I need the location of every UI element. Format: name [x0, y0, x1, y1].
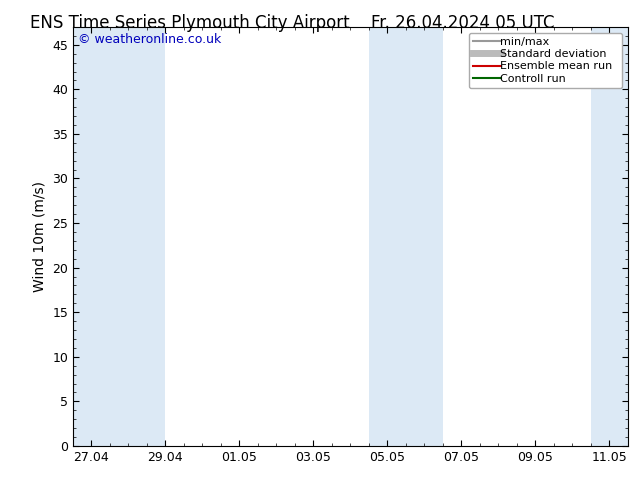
Bar [369, 27, 443, 446]
Legend: min/max, Standard deviation, Ensemble mean run, Controll run: min/max, Standard deviation, Ensemble me… [469, 32, 622, 88]
Y-axis label: Wind 10m (m/s): Wind 10m (m/s) [32, 181, 47, 292]
Bar [73, 27, 165, 446]
Text: Fr. 26.04.2024 05 UTC: Fr. 26.04.2024 05 UTC [371, 14, 555, 32]
Text: ENS Time Series Plymouth City Airport: ENS Time Series Plymouth City Airport [30, 14, 350, 32]
Bar [591, 27, 628, 446]
Text: © weatheronline.co.uk: © weatheronline.co.uk [79, 33, 222, 46]
